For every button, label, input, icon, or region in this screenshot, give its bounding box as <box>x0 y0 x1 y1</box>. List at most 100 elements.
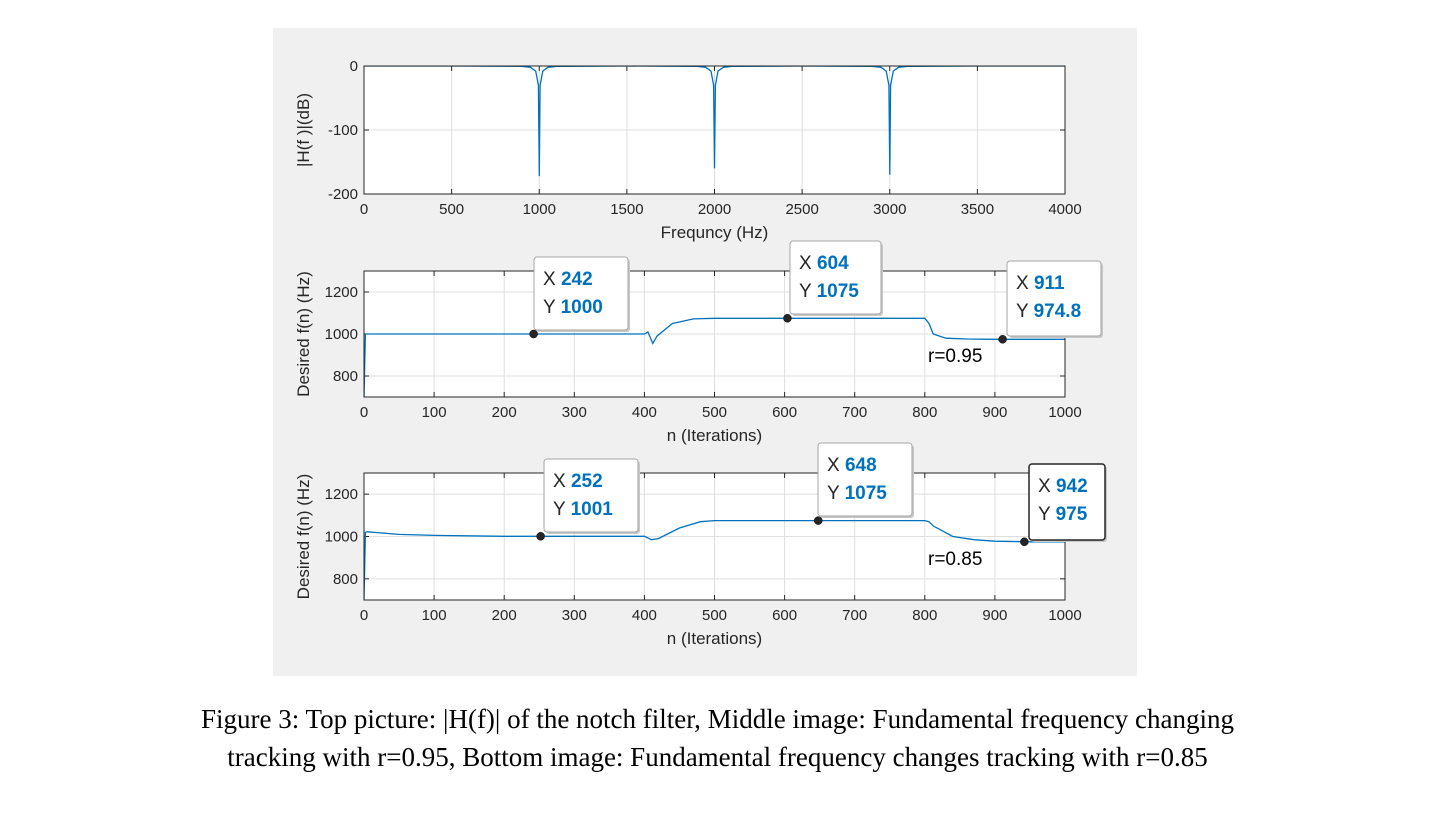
figure-caption: Figure 3: Top picture: |H(f)| of the not… <box>0 700 1435 776</box>
datatip-marker <box>783 314 792 323</box>
y-tick-label: -100 <box>328 122 358 139</box>
datatip-x-row: X 604 <box>799 253 849 274</box>
x-tick-label: 600 <box>772 404 797 421</box>
x-tick-label: 2000 <box>698 201 731 218</box>
x-tick-label: 0 <box>360 607 368 624</box>
datatip-marker <box>813 516 823 525</box>
x-tick-label: 900 <box>982 607 1007 624</box>
datatip-x-key: X <box>827 455 845 476</box>
datatip-y-value: 1075 <box>845 483 888 504</box>
y-tick-label: 1000 <box>325 326 358 343</box>
caption-line-1: Figure 3: Top picture: |H(f)| of the not… <box>200 704 1235 734</box>
x-tick-label: 500 <box>702 404 727 421</box>
datatip-x-key: X <box>543 269 561 290</box>
y-axis-label: Desired f(n) (Hz) <box>294 271 313 397</box>
datatip-box <box>789 240 882 315</box>
x-tick-label: 800 <box>912 607 937 624</box>
y-axis-label: |H(f )|(dB) <box>294 93 313 167</box>
x-tick-label: 4000 <box>1048 201 1081 218</box>
x-tick-label: 200 <box>492 607 517 624</box>
datatip-box <box>1028 463 1106 541</box>
datatip-y-value: 1075 <box>817 281 860 302</box>
x-tick-label: 0 <box>360 404 368 421</box>
series-line-1 <box>364 317 1065 397</box>
datatip-1: X 252 Y 1001 <box>536 458 640 541</box>
datatip-x-key: X <box>553 471 571 492</box>
axes-box <box>363 65 1066 195</box>
datatip-marker <box>529 329 538 339</box>
datatip-box <box>543 458 639 533</box>
x-tick-label: 300 <box>562 607 587 624</box>
datatip-y-key: Y <box>799 281 817 302</box>
datatip-y-row: Y 974.8 <box>1016 301 1081 322</box>
datatip-x-value: 942 <box>1056 476 1088 497</box>
x-tick-label: 3000 <box>873 201 906 218</box>
r-annotation: r=0.95 <box>928 346 982 367</box>
subplot-3: 0 100 200 300 400 500 600 700 800 900 1000 1200 1000… <box>294 442 1107 648</box>
datatip-y-row: Y 1075 <box>827 483 887 504</box>
datatip-y-row: Y 1000 <box>543 297 603 318</box>
datatip-marker <box>536 532 545 541</box>
x-tick-label: 1500 <box>610 201 643 218</box>
datatip-x-key: X <box>1016 273 1034 294</box>
datatip-y-value: 974.8 <box>1034 301 1082 322</box>
x-tick-label: 700 <box>842 607 867 624</box>
x-tick-label: 400 <box>632 607 657 624</box>
x-tick-label: 3500 <box>961 201 994 218</box>
datatip-y-value: 975 <box>1056 504 1088 525</box>
r-annotation: r=0.85 <box>928 549 982 570</box>
datatip-y-key: Y <box>553 499 571 520</box>
datatip-x-key: X <box>1038 476 1056 497</box>
series-line-1 <box>364 66 1065 177</box>
datatip-x-row: X 648 <box>827 455 877 476</box>
datatip-box <box>533 256 629 331</box>
series-line-1 <box>364 519 1065 600</box>
x-tick-label: 200 <box>492 404 517 421</box>
x-axis-label: n (Iterations) <box>667 629 762 648</box>
datatip-y-row: Y 975 <box>1038 504 1088 525</box>
datatip-x-row: X 942 <box>1038 476 1088 497</box>
x-tick-label: 400 <box>632 404 657 421</box>
datatip-marker <box>1020 537 1029 547</box>
datatip-y-key: Y <box>543 297 561 318</box>
datatip-y-key: Y <box>1016 301 1034 322</box>
datatip-box <box>817 442 913 517</box>
subplot-1: 0 500 1000 1500 2000 2500 3000 3500 4000 0 -100 -20… <box>294 58 1082 242</box>
datatip-x-row: X 911 <box>1016 273 1065 294</box>
datatip-y-value: 1000 <box>561 297 603 318</box>
x-tick-label: 1000 <box>523 201 556 218</box>
datatip-x-value: 648 <box>845 455 877 476</box>
y-tick-label: -200 <box>328 186 358 203</box>
subplot-2: 0 100 200 300 400 500 600 700 800 900 1000 1200 1000… <box>294 240 1103 445</box>
y-axis-label: Desired f(n) (Hz) <box>294 474 313 600</box>
datatip-y-row: Y 1001 <box>553 499 613 520</box>
y-tick-label: 800 <box>333 368 358 385</box>
x-tick-label: 500 <box>702 607 727 624</box>
datatip-x-key: X <box>799 253 817 274</box>
datatip-y-key: Y <box>827 483 845 504</box>
datatip-x-value: 252 <box>571 471 603 492</box>
y-tick-label: 1200 <box>325 284 358 301</box>
y-tick-label: 1200 <box>325 486 358 503</box>
x-tick-label: 1000 <box>1048 607 1081 624</box>
datatip-box <box>1006 260 1102 337</box>
x-tick-label: 300 <box>562 404 587 421</box>
x-tick-label: 800 <box>912 404 937 421</box>
y-tick-label: 0 <box>350 58 358 75</box>
datatip-x-row: X 252 <box>553 471 603 492</box>
datatip-y-row: Y 1075 <box>799 281 859 302</box>
datatip-x-value: 911 <box>1034 273 1065 294</box>
y-tick-label: 1000 <box>325 529 358 546</box>
datatip-y-key: Y <box>1038 504 1056 525</box>
datatip-x-value: 604 <box>817 253 849 274</box>
x-tick-label: 100 <box>422 404 447 421</box>
x-tick-label: 100 <box>422 607 447 624</box>
x-tick-label: 0 <box>360 201 368 218</box>
x-axis-label: n (Iterations) <box>667 426 762 445</box>
datatip-x-value: 242 <box>561 269 593 290</box>
